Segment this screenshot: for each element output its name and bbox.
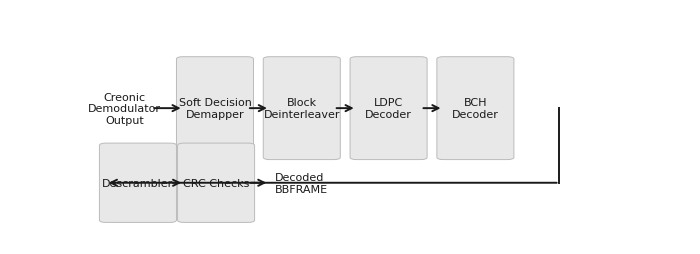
Text: CRC Checks: CRC Checks — [183, 178, 249, 188]
Text: Decoded
BBFRAME: Decoded BBFRAME — [274, 172, 328, 194]
Text: Soft Decision
Demapper: Soft Decision Demapper — [178, 98, 251, 119]
FancyBboxPatch shape — [263, 57, 340, 160]
FancyBboxPatch shape — [178, 144, 255, 223]
Text: BCH
Decoder: BCH Decoder — [452, 98, 499, 119]
Text: Descrambler: Descrambler — [102, 178, 174, 188]
FancyBboxPatch shape — [350, 57, 427, 160]
Text: Creonic
Demodulator
Output: Creonic Demodulator Output — [88, 92, 161, 125]
FancyBboxPatch shape — [99, 144, 176, 223]
Text: LDPC
Decoder: LDPC Decoder — [365, 98, 412, 119]
Text: Block
Deinterleaver: Block Deinterleaver — [263, 98, 340, 119]
FancyBboxPatch shape — [176, 57, 253, 160]
FancyBboxPatch shape — [437, 57, 514, 160]
